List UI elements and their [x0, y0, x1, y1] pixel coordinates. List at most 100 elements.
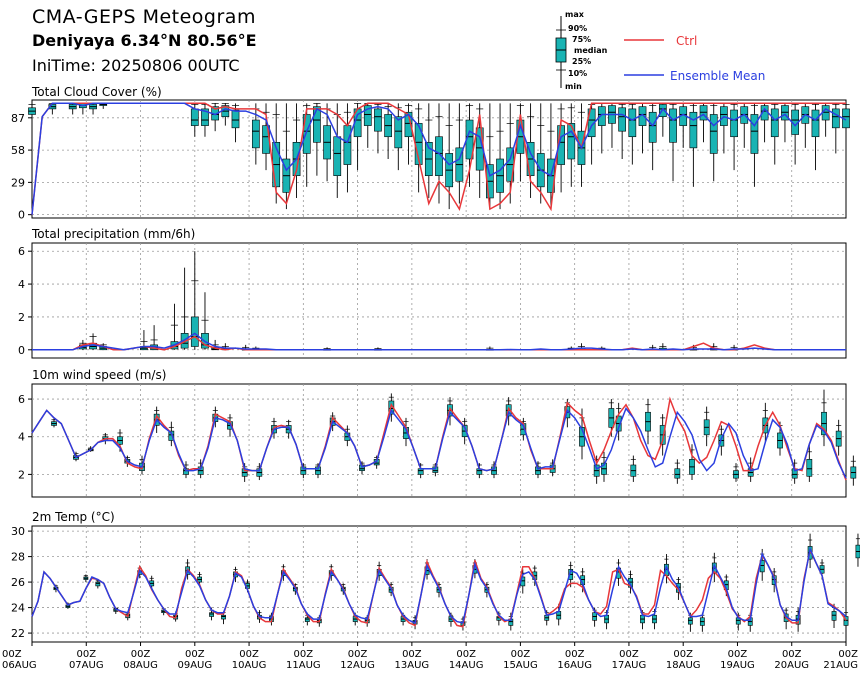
x-tick-label-date: 07AUG [69, 660, 104, 671]
x-tick-label-time: 00Z [728, 649, 748, 660]
y-tick-label: 87 [11, 112, 25, 125]
box [709, 114, 718, 154]
legend-box-label: min [565, 82, 582, 91]
box [674, 468, 681, 479]
x-tick-label-time: 00Z [2, 649, 22, 660]
box [304, 617, 310, 622]
y-tick-label: 22 [11, 627, 25, 640]
box [821, 105, 830, 121]
box [394, 116, 403, 149]
y-tick-label: 2 [18, 311, 25, 324]
y-tick-label: 0 [18, 209, 25, 222]
panel-title: Total Cloud Cover (%) [31, 85, 162, 99]
box [209, 612, 214, 617]
x-tick-label-date: 16AUG [557, 660, 592, 671]
x-tick-label-date: 20AUG [774, 660, 809, 671]
x-tick-label-date: 18AUG [666, 660, 701, 671]
x-tick-label-date: 21AUG [823, 660, 858, 671]
box [689, 111, 698, 149]
panel-title: Total precipitation (mm/6h) [31, 227, 195, 241]
x-tick-label-date: 08AUG [123, 660, 158, 671]
box [404, 111, 413, 138]
x-tick-label-date: 10AUG [232, 660, 267, 671]
box [374, 108, 382, 132]
box [648, 111, 657, 143]
box [730, 109, 738, 138]
panel-title: 10m wind speed (m/s) [32, 368, 166, 382]
box [628, 108, 637, 138]
y-tick-label: 29 [11, 176, 25, 189]
x-tick-label-time: 00Z [619, 649, 639, 660]
x-tick-label-time: 00Z [402, 649, 422, 660]
x-tick-label-time: 00Z [348, 649, 368, 660]
x-tick-label-time: 00Z [456, 649, 476, 660]
x-tick-label-time: 00Z [239, 649, 259, 660]
box [618, 107, 627, 132]
box [699, 105, 708, 121]
box [587, 108, 596, 138]
x-tick-label-date: 13AUG [395, 660, 430, 671]
x-tick-label-date: 11AUG [286, 660, 321, 671]
legend-box-label: 90% [568, 24, 587, 33]
box [843, 616, 849, 626]
box [831, 611, 837, 621]
x-tick-label-date: 15AUG [503, 660, 538, 671]
y-tick-label: 6 [18, 393, 25, 406]
x-tick-label-time: 00Z [782, 649, 802, 660]
y-tick-label: 4 [18, 431, 25, 444]
box [313, 106, 321, 143]
panel-title: 2m Temp (°C) [32, 510, 115, 524]
ensemble-mean-line [31, 546, 847, 624]
panel-frame [31, 242, 847, 359]
box [251, 119, 260, 149]
box [687, 617, 693, 625]
y-tick-label: 4 [18, 278, 25, 291]
box [201, 108, 209, 126]
y-tick-label: 28 [11, 551, 25, 564]
box [231, 109, 240, 129]
box [750, 114, 759, 154]
box [669, 108, 677, 143]
x-tick-label-date: 17AUG [612, 660, 647, 671]
x-tick-label-date: 09AUG [177, 660, 212, 671]
box [190, 316, 199, 347]
y-tick-label: 58 [11, 144, 25, 157]
panel-frame [31, 525, 847, 643]
location-label: Deniyaya 6.34°N 80.56°E [32, 31, 257, 50]
y-tick-label: 26 [11, 576, 25, 589]
box [831, 108, 840, 129]
box [221, 614, 226, 620]
x-tick-label-date: 06AUG [2, 660, 37, 671]
x-tick-label-date: 19AUG [720, 660, 755, 671]
box [770, 108, 779, 138]
box [567, 123, 576, 160]
y-tick-label: 6 [18, 245, 25, 258]
box [343, 125, 352, 165]
x-tick-label-time: 00Z [294, 649, 314, 660]
box [333, 136, 342, 176]
y-tick-label: 30 [11, 525, 25, 538]
box [180, 333, 189, 349]
y-tick-label: 2 [18, 468, 25, 481]
chart-title: CMA-GEPS Meteogram [32, 6, 256, 28]
x-tick-label-time: 00Z [131, 649, 151, 660]
legend-box-label: 75% [572, 35, 591, 44]
box [95, 581, 101, 587]
legend-box-label: 25% [572, 57, 591, 66]
x-tick-label-time: 00Z [673, 649, 693, 660]
x-tick-label-time: 00Z [565, 649, 585, 660]
box [811, 109, 820, 138]
legend-mean-label: Ensemble Mean [670, 69, 765, 83]
x-tick-label-time: 00Z [838, 649, 858, 660]
box [781, 105, 789, 121]
y-tick-label: 24 [11, 602, 25, 615]
y-tick-label: 0 [18, 344, 25, 357]
box [168, 430, 175, 441]
legend-box-label: max [565, 10, 585, 19]
box [597, 106, 606, 126]
ensemble-mean-line [31, 102, 847, 215]
box [363, 105, 372, 126]
legend-ctrl-label: Ctrl [676, 34, 697, 48]
box [658, 104, 667, 117]
